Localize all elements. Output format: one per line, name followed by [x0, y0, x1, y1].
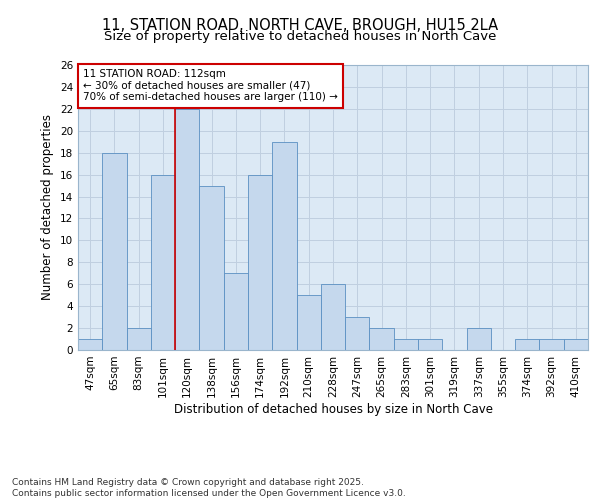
Bar: [539, 339, 564, 350]
Bar: [467, 328, 491, 350]
Bar: [418, 339, 442, 350]
Text: Contains HM Land Registry data © Crown copyright and database right 2025.
Contai: Contains HM Land Registry data © Crown c…: [12, 478, 406, 498]
Bar: [345, 317, 370, 350]
Bar: [78, 339, 102, 350]
Text: 11, STATION ROAD, NORTH CAVE, BROUGH, HU15 2LA: 11, STATION ROAD, NORTH CAVE, BROUGH, HU…: [102, 18, 498, 32]
Bar: [248, 174, 272, 350]
Bar: [127, 328, 151, 350]
Bar: [296, 295, 321, 350]
Bar: [102, 152, 127, 350]
Bar: [321, 284, 345, 350]
Bar: [199, 186, 224, 350]
Y-axis label: Number of detached properties: Number of detached properties: [41, 114, 55, 300]
Text: 11 STATION ROAD: 112sqm
← 30% of detached houses are smaller (47)
70% of semi-de: 11 STATION ROAD: 112sqm ← 30% of detache…: [83, 70, 338, 102]
Bar: [515, 339, 539, 350]
Text: Size of property relative to detached houses in North Cave: Size of property relative to detached ho…: [104, 30, 496, 43]
Bar: [564, 339, 588, 350]
Bar: [370, 328, 394, 350]
X-axis label: Distribution of detached houses by size in North Cave: Distribution of detached houses by size …: [173, 402, 493, 415]
Bar: [394, 339, 418, 350]
Bar: [151, 174, 175, 350]
Bar: [272, 142, 296, 350]
Bar: [224, 274, 248, 350]
Bar: [175, 109, 199, 350]
